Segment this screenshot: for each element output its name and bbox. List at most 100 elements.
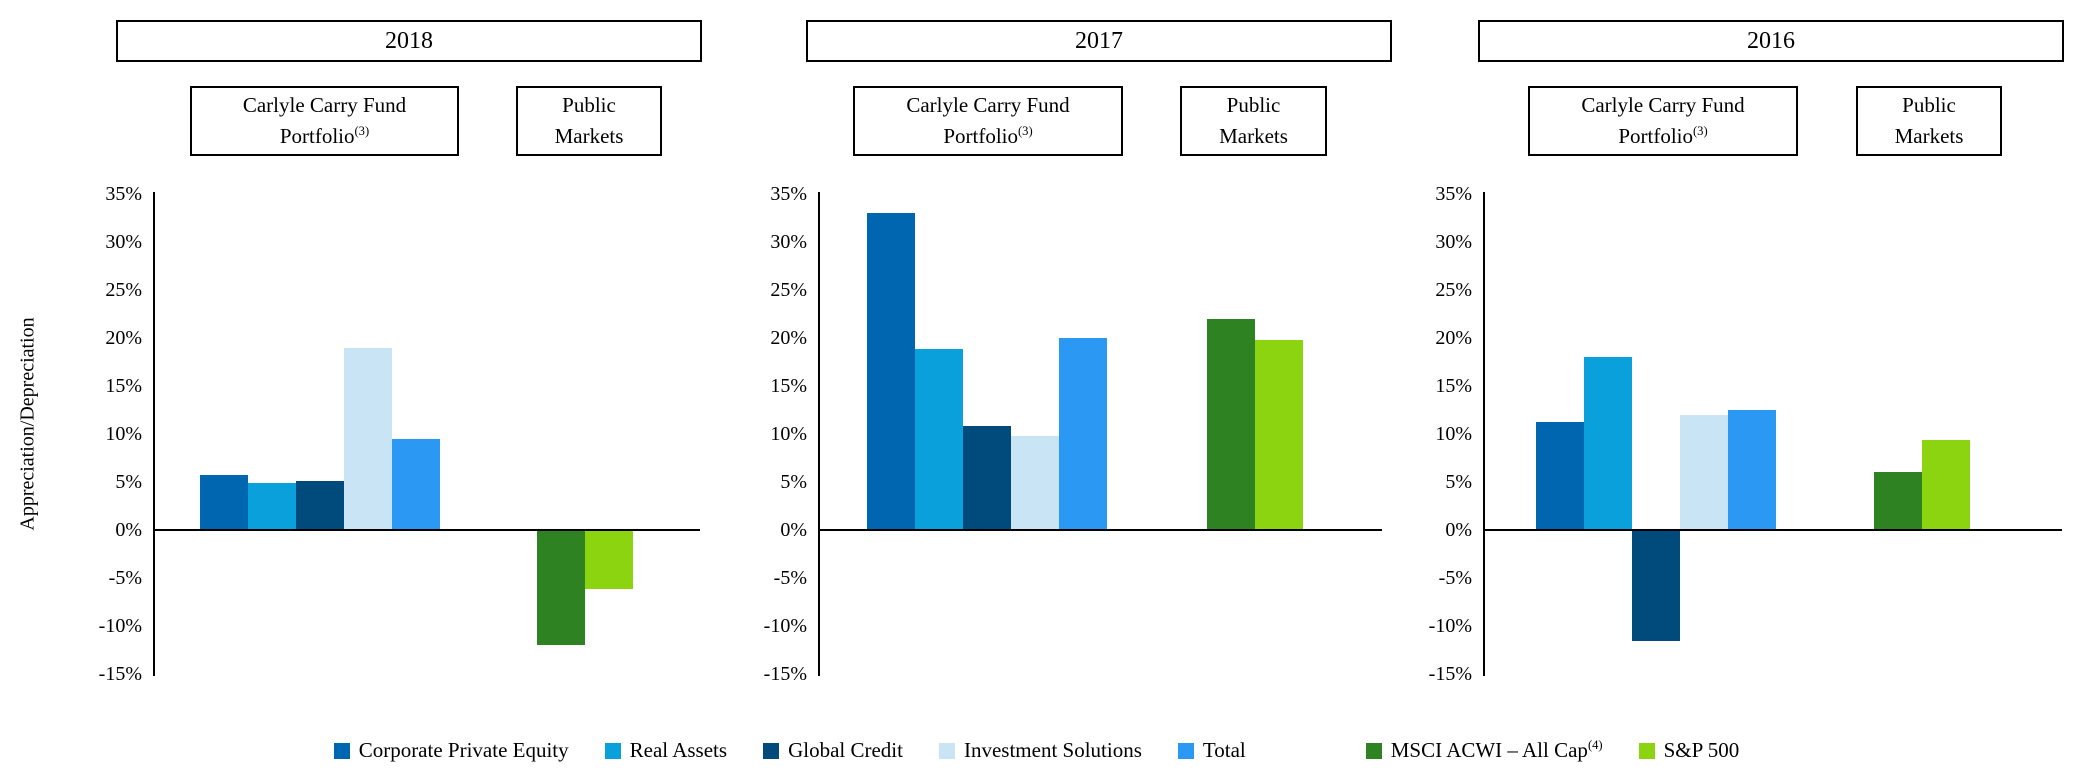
carry-header-line1: Carlyle Carry Fund (906, 93, 1070, 117)
legend-item-investment-solutions: Investment Solutions (938, 738, 1142, 763)
legend-label: MSCI ACWI – All Cap(4) (1390, 738, 1603, 762)
legend-swatch-total (1177, 742, 1194, 759)
bar-s-p-500-2016 (1922, 440, 1970, 530)
legend-label: Total (1202, 738, 1246, 762)
y-axis-line-2016 (1483, 192, 1485, 676)
legend-label: Investment Solutions (963, 738, 1142, 762)
panel-title-2017: 2017 (806, 20, 1392, 62)
y-tick-label-2018-10: 10% (105, 423, 142, 445)
legend-item-msci-acwi-all-cap: MSCI ACWI – All Cap(4) (1365, 738, 1603, 763)
panel-year-label: 2017 (1075, 27, 1123, 54)
y-tick-label-2016-25: 25% (1435, 279, 1472, 301)
y-axis-line-2017 (818, 192, 820, 676)
bar-real-assets-2016 (1584, 357, 1632, 530)
legend-swatch-global-credit (763, 742, 780, 759)
legend-item-s-p-500: S&P 500 (1638, 738, 1740, 763)
bar-s-p-500-2018 (585, 531, 633, 589)
carry-fund-header-2018: Carlyle Carry Fund Portfolio(3) (190, 86, 459, 156)
carry-header-line1: Carlyle Carry Fund (1581, 93, 1745, 117)
bar-msci-acwi-all-cap-2017 (1207, 319, 1255, 530)
legend-item-real-assets: Real Assets (604, 738, 728, 763)
y-tick-label-2018-10: -10% (98, 615, 142, 637)
carry-header-line2: Portfolio(3) (279, 124, 370, 148)
public-header-line1: Public (562, 93, 616, 117)
legend-item-global-credit: Global Credit (763, 738, 903, 763)
y-tick-label-2018-35: 35% (105, 183, 142, 205)
carry-fund-header-2017: Carlyle Carry Fund Portfolio(3) (853, 86, 1123, 156)
public-header-line1: Public (1902, 93, 1956, 117)
y-tick-label-2018-25: 25% (105, 279, 142, 301)
panel-year-label: 2016 (1747, 27, 1795, 54)
y-tick-label-2017-0: 0% (780, 519, 807, 541)
footnote-4-marker: (4) (1587, 738, 1603, 752)
y-tick-label-2017-30: 30% (770, 231, 807, 253)
legend-swatch-investment-solutions (938, 742, 955, 759)
carry-fund-header-2016: Carlyle Carry Fund Portfolio(3) (1528, 86, 1798, 156)
public-markets-header-2017: Public Markets (1180, 86, 1327, 156)
bar-real-assets-2017 (915, 349, 963, 530)
bar-global-credit-2017 (963, 426, 1011, 530)
bar-real-assets-2018 (248, 483, 296, 530)
panel-year-label: 2018 (385, 27, 433, 54)
y-tick-label-2017-20: 20% (770, 327, 807, 349)
footnote-3-marker: (3) (1017, 124, 1033, 138)
y-tick-label-2016-10: -10% (1428, 615, 1472, 637)
bar-total-2016 (1728, 410, 1776, 530)
bar-global-credit-2016 (1632, 531, 1680, 641)
y-tick-label-2016-5: -5% (1438, 567, 1472, 589)
y-tick-label-2016-10: 10% (1435, 423, 1472, 445)
legend-label: Corporate Private Equity (358, 738, 569, 762)
y-tick-label-2016-20: 20% (1435, 327, 1472, 349)
public-header-line2: Markets (1894, 124, 1964, 148)
y-tick-label-2018-20: 20% (105, 327, 142, 349)
y-tick-label-2018-30: 30% (105, 231, 142, 253)
public-header-line2: Markets (1219, 124, 1288, 148)
panel-title-2018: 2018 (116, 20, 702, 62)
y-tick-label-2016-15: 15% (1435, 375, 1472, 397)
public-header-line2: Markets (554, 124, 624, 148)
y-tick-label-2018-5: -5% (108, 567, 142, 589)
bar-total-2017 (1059, 338, 1107, 530)
y-tick-label-2016-0: 0% (1445, 519, 1472, 541)
legend-label: Global Credit (788, 738, 903, 762)
bar-total-2018 (392, 439, 440, 530)
y-tick-label-2017-5: -5% (773, 567, 807, 589)
bar-msci-acwi-all-cap-2018 (537, 531, 585, 645)
public-markets-header-2018: Public Markets (516, 86, 662, 156)
y-tick-label-2016-5: 5% (1445, 471, 1472, 493)
legend-swatch-msci-acwi-all-cap (1365, 742, 1382, 759)
y-tick-label-2017-5: 5% (780, 471, 807, 493)
bar-s-p-500-2017 (1255, 340, 1303, 530)
y-tick-label-2018-15: 15% (105, 375, 142, 397)
y-tick-label-2016-35: 35% (1435, 183, 1472, 205)
y-tick-label-2017-35: 35% (770, 183, 807, 205)
legend-item-total: Total (1177, 738, 1246, 763)
carry-header-line2: Portfolio(3) (943, 124, 1033, 148)
bar-investment-solutions-2017 (1011, 436, 1059, 530)
public-header-line1: Public (1226, 93, 1281, 117)
footnote-3-marker: (3) (1692, 124, 1708, 138)
legend-item-corporate-private-equity: Corporate Private Equity (333, 738, 569, 763)
bar-corporate-private-equity-2018 (200, 475, 248, 530)
y-tick-label-2016-30: 30% (1435, 231, 1472, 253)
carry-header-line2: Portfolio(3) (1618, 124, 1708, 148)
bar-investment-solutions-2018 (344, 348, 392, 530)
public-markets-header-2016: Public Markets (1856, 86, 2002, 156)
footnote-3-marker: (3) (354, 124, 370, 138)
y-tick-label-2017-25: 25% (770, 279, 807, 301)
legend-swatch-corporate-private-equity (333, 742, 350, 759)
y-axis-title: Appreciation/Depreciation (16, 317, 39, 531)
y-tick-label-2018-0: 0% (115, 519, 142, 541)
legend-label: Real Assets (629, 738, 728, 762)
y-tick-label-2017-15: -15% (763, 663, 807, 685)
legend-swatch-real-assets (604, 742, 621, 759)
legend-swatch-s-p-500 (1638, 742, 1655, 759)
bar-msci-acwi-all-cap-2016 (1874, 472, 1922, 530)
bar-investment-solutions-2016 (1680, 415, 1728, 530)
y-tick-label-2017-15: 15% (770, 375, 807, 397)
y-tick-label-2018-5: 5% (115, 471, 142, 493)
y-tick-label-2017-10: 10% (770, 423, 807, 445)
legend-label: S&P 500 (1663, 738, 1740, 762)
bar-corporate-private-equity-2016 (1536, 422, 1584, 530)
